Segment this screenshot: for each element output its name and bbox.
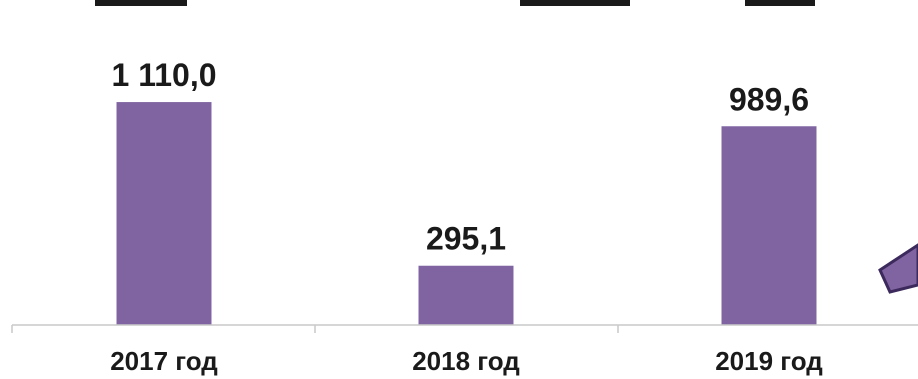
bar — [116, 102, 212, 325]
x-tick-label: 2017 год — [110, 346, 218, 376]
bar-value-label: 989,6 — [729, 81, 809, 117]
bar-value-label: 295,1 — [426, 221, 506, 257]
value-labels-layer: 1 110,0 295,1 989,6 — [112, 57, 810, 257]
cropped-title — [95, 0, 815, 6]
category-labels-layer: 2017 год 2018 год 2019 год — [110, 346, 823, 376]
bar-value-label: 1 110,0 — [112, 57, 217, 93]
x-axis-ticks — [11, 325, 619, 333]
bar — [721, 126, 817, 325]
x-tick-label: 2019 год — [715, 346, 823, 376]
bars-layer — [116, 102, 817, 325]
bar — [418, 265, 514, 325]
cropped-callout-arrow — [878, 243, 918, 294]
x-tick-label: 2018 год — [412, 346, 520, 376]
